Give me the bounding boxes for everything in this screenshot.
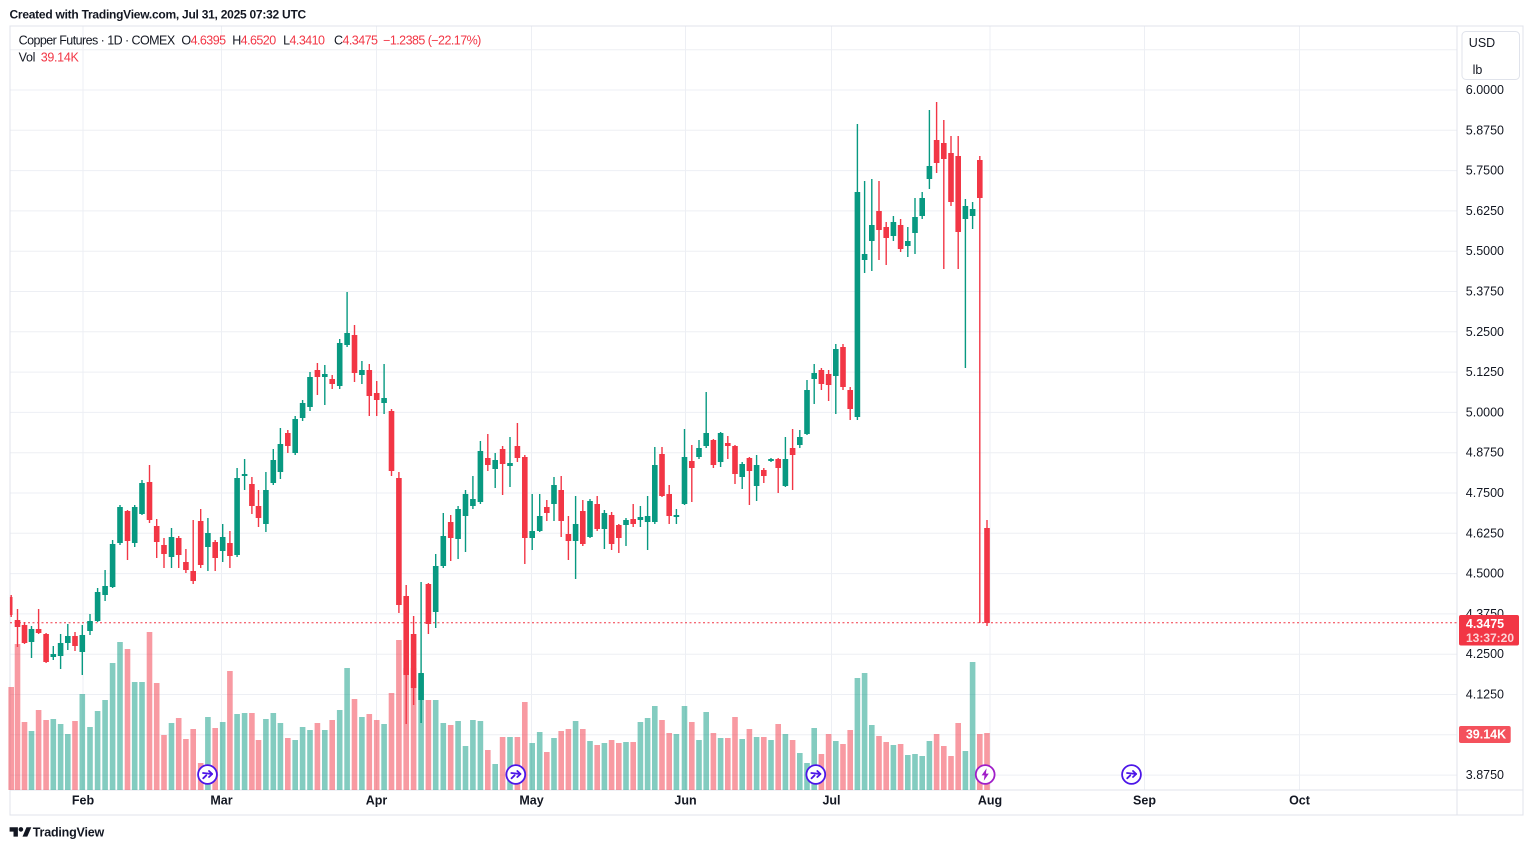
svg-text:4.2500: 4.2500 <box>1466 647 1504 661</box>
svg-text:USD: USD <box>1469 36 1495 50</box>
svg-text:4.5000: 4.5000 <box>1466 567 1504 581</box>
svg-text:5.5000: 5.5000 <box>1466 244 1504 258</box>
svg-text:Mar: Mar <box>210 794 232 808</box>
svg-text:4.7500: 4.7500 <box>1466 486 1504 500</box>
svg-text:Sep: Sep <box>1133 794 1156 808</box>
svg-text:4.8750: 4.8750 <box>1466 446 1504 460</box>
svg-text:Apr: Apr <box>366 794 388 808</box>
svg-text:5.6250: 5.6250 <box>1466 204 1504 218</box>
svg-text:4.1250: 4.1250 <box>1466 687 1504 701</box>
svg-text:Aug: Aug <box>978 794 1002 808</box>
svg-text:5.0000: 5.0000 <box>1466 405 1504 419</box>
svg-text:13:37:20: 13:37:20 <box>1466 631 1514 645</box>
svg-text:Jun: Jun <box>674 794 696 808</box>
svg-text:5.1250: 5.1250 <box>1466 365 1504 379</box>
svg-text:Jul: Jul <box>822 794 840 808</box>
svg-text:4.6250: 4.6250 <box>1466 526 1504 540</box>
svg-text:Feb: Feb <box>72 794 95 808</box>
svg-text:Created with TradingView.com,: Created with TradingView.com, Jul 31, 20… <box>10 8 307 22</box>
svg-text:May: May <box>519 794 543 808</box>
svg-text:lb: lb <box>1473 63 1483 77</box>
svg-text:TradingView: TradingView <box>33 826 105 840</box>
svg-text:39.14K: 39.14K <box>1466 728 1506 742</box>
svg-text:5.8750: 5.8750 <box>1466 123 1504 137</box>
svg-text:Oct: Oct <box>1289 794 1311 808</box>
svg-text:4.3475: 4.3475 <box>1466 617 1504 631</box>
svg-text:6.0000: 6.0000 <box>1466 83 1504 97</box>
svg-text:3.8750: 3.8750 <box>1466 768 1504 782</box>
svg-text:5.3750: 5.3750 <box>1466 284 1504 298</box>
svg-text:5.7500: 5.7500 <box>1466 164 1504 178</box>
svg-text:5.2500: 5.2500 <box>1466 325 1504 339</box>
